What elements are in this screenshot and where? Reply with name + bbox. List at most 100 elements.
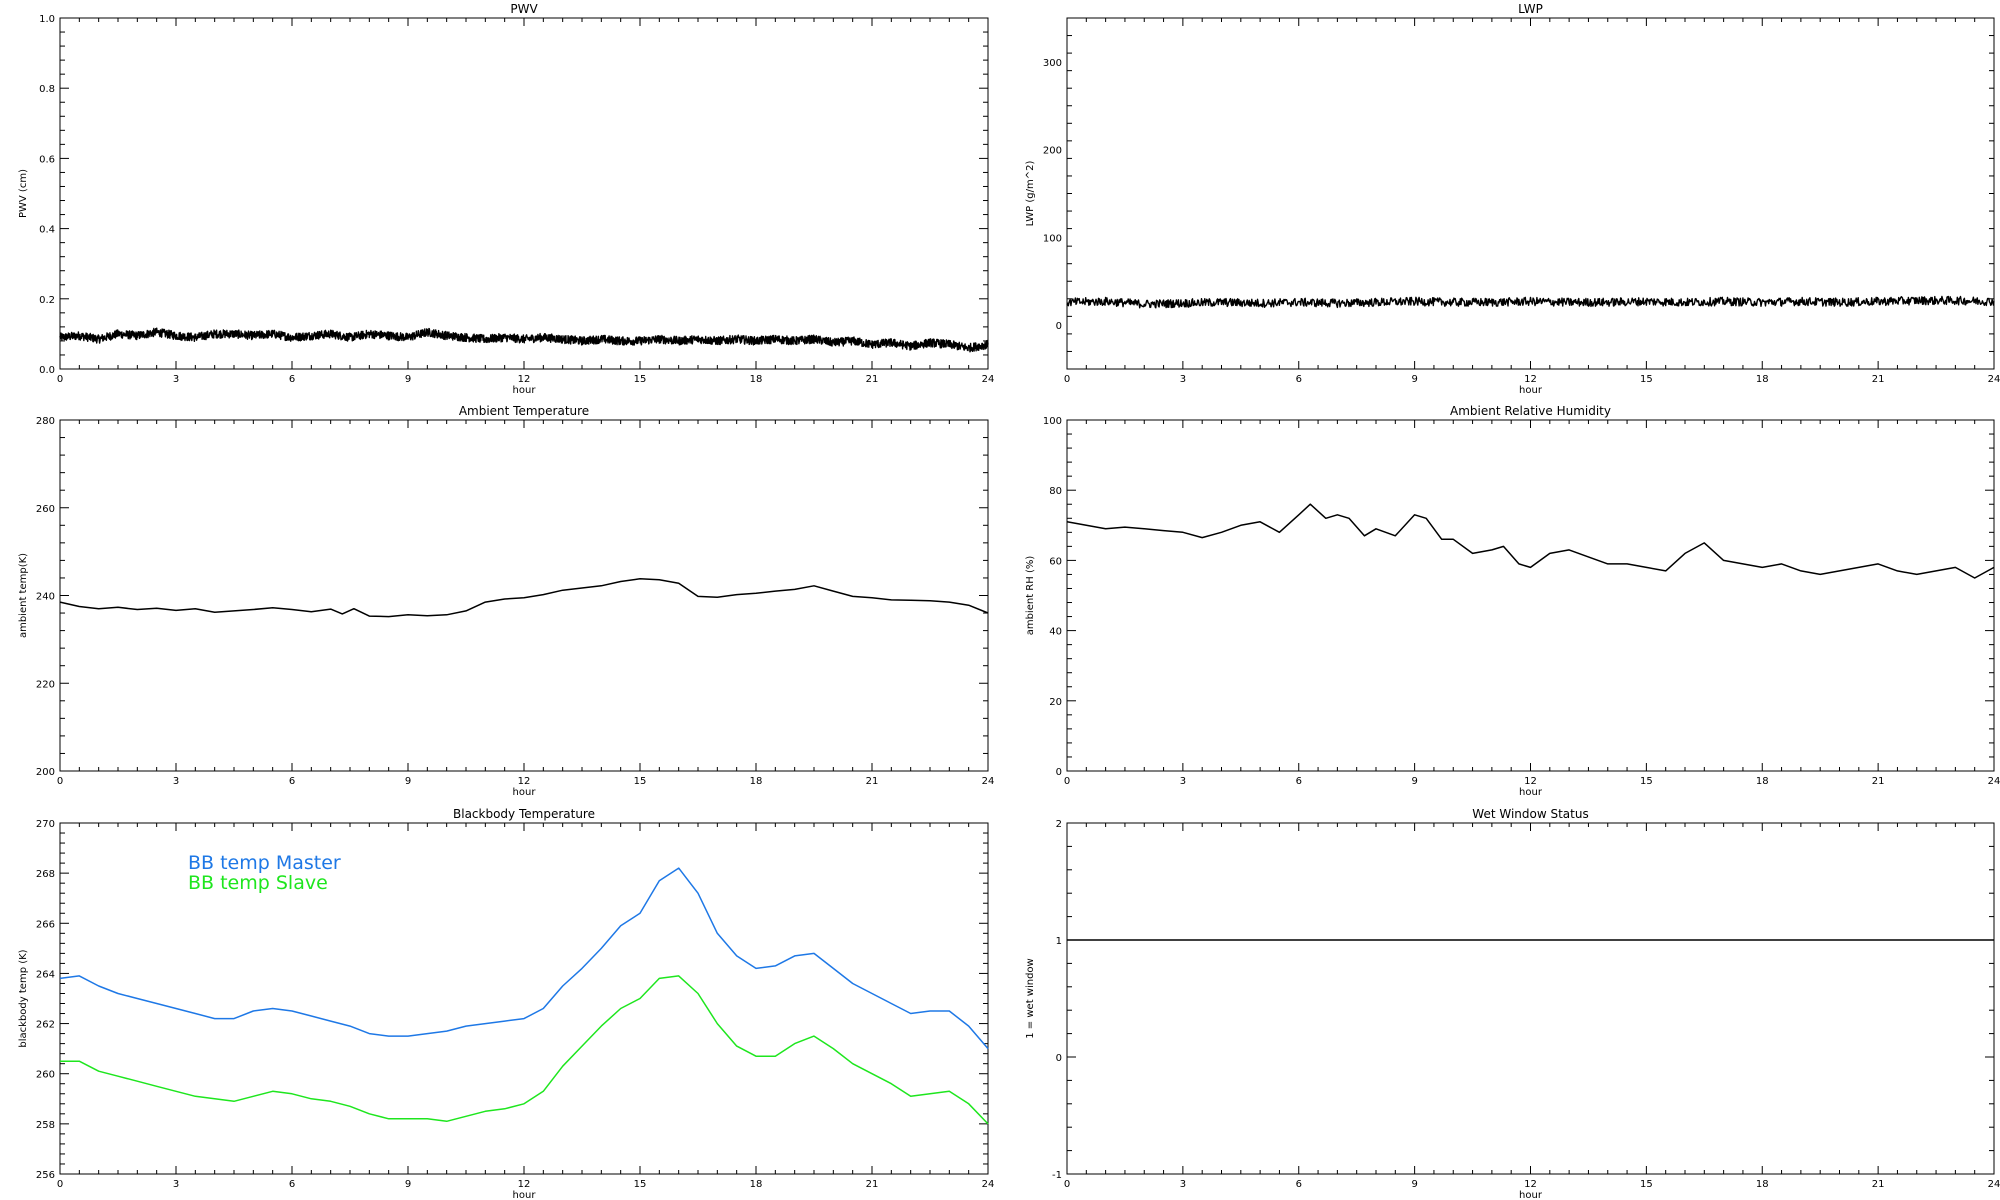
lwp-x-tick-label: 21 xyxy=(1872,374,1885,385)
ambient-temperature-x-tick-label: 6 xyxy=(289,776,295,787)
wet-window-status-x-tick-label: 18 xyxy=(1756,1179,1769,1190)
ambient-relative-humidity-y-tick-label: 100 xyxy=(1043,416,1062,427)
blackbody-temperature-x-tick-label: 15 xyxy=(634,1179,647,1190)
blackbody-temperature-x-axis-label: hour xyxy=(513,1190,537,1200)
ambient-relative-humidity-y-tick-label: 20 xyxy=(1049,697,1062,708)
wet-window-status-x-tick-label: 15 xyxy=(1640,1179,1653,1190)
pwv-x-tick-label: 15 xyxy=(634,374,647,385)
wet-window-status-x-tick-label: 6 xyxy=(1296,1179,1302,1190)
lwp-x-tick-label: 15 xyxy=(1640,374,1653,385)
ambient-temperature-panel: Ambient Temperature 0 3 6 9 12 15 18 21 24 hour 200… xyxy=(18,404,994,798)
blackbody-temperature-x-tick-label: 0 xyxy=(57,1179,63,1190)
lwp-x-tick-label: 0 xyxy=(1064,374,1070,385)
wet-window-status-x-tick-label: 12 xyxy=(1524,1179,1537,1190)
wet-window-status-title: Wet Window Status xyxy=(1472,807,1588,821)
ambient-temperature-y-tick-label: 260 xyxy=(36,504,55,515)
blackbody-temperature-bb-temp-master-line xyxy=(59,867,989,1050)
blackbody-temperature-y-tick-label: 262 xyxy=(36,1020,55,1031)
pwv-x-tick-label: 6 xyxy=(289,374,295,385)
blackbody-temperature-y-axis-label: blackbody temp (K) xyxy=(18,949,29,1047)
lwp-series-0-line xyxy=(1066,295,1995,309)
pwv-x-tick-label: 12 xyxy=(518,374,531,385)
lwp-y-tick-label: 200 xyxy=(1043,146,1062,157)
pwv-y-tick-label: 1.0 xyxy=(39,14,55,25)
lwp-y-tick-label: 100 xyxy=(1043,233,1062,244)
ambient-relative-humidity-x-tick-label: 18 xyxy=(1756,776,1769,787)
lwp-x-tick-label: 24 xyxy=(1988,374,2000,385)
pwv-y-tick-label: 0.0 xyxy=(39,365,55,376)
wet-window-status-x-tick-label: 24 xyxy=(1988,1179,2000,1190)
pwv-x-axis-label: hour xyxy=(513,385,537,396)
ambient-temperature-x-tick-label: 24 xyxy=(982,776,995,787)
ambient-temperature-x-tick-label: 21 xyxy=(866,776,879,787)
ambient-temperature-x-tick-label: 12 xyxy=(518,776,531,787)
lwp-plot-frame xyxy=(1066,17,1995,370)
wet-window-status-y-tick-label: 0 xyxy=(1056,1053,1062,1064)
lwp-title: LWP xyxy=(1518,2,1543,16)
blackbody-temperature-y-tick-label: 260 xyxy=(36,1070,55,1081)
blackbody-temperature-x-tick-label: 9 xyxy=(405,1179,411,1190)
wet-window-status-y-tick-label: -1 xyxy=(1052,1170,1062,1181)
pwv-x-tick-label: 24 xyxy=(982,374,995,385)
lwp-x-tick-label: 12 xyxy=(1524,374,1537,385)
ambient-temperature-x-tick-label: 18 xyxy=(750,776,763,787)
blackbody-temperature-bb-temp-slave-line xyxy=(60,975,989,1125)
ambient-temperature-x-tick-label: 15 xyxy=(634,776,647,787)
lwp-panel: LWP 0 3 6 9 12 15 18 21 24 hour 0 100 200 300 LWP (g/m^… xyxy=(1025,2,2000,396)
blackbody-temperature-x-tick-label: 12 xyxy=(518,1179,531,1190)
wet-window-status-x-axis-label: hour xyxy=(1519,1190,1543,1200)
wet-window-status-x-tick-label: 0 xyxy=(1064,1179,1070,1190)
ambient-temperature-x-tick-label: 9 xyxy=(405,776,411,787)
pwv-y-axis-label: PWV (cm) xyxy=(18,169,29,218)
blackbody-temperature-legend-bb-temp-master: BB temp Master xyxy=(188,852,341,874)
pwv-x-tick-label: 3 xyxy=(173,374,179,385)
blackbody-temperature-x-tick-label: 24 xyxy=(982,1179,995,1190)
wet-window-status-y-tick-label: 1 xyxy=(1056,936,1062,947)
ambient-temperature-y-tick-label: 240 xyxy=(36,592,55,603)
lwp-x-axis-label: hour xyxy=(1519,385,1543,396)
ambient-relative-humidity-x-tick-label: 15 xyxy=(1640,776,1653,787)
pwv-y-tick-label: 0.2 xyxy=(39,295,55,306)
pwv-x-tick-label: 0 xyxy=(57,374,63,385)
ambient-temperature-x-tick-label: 3 xyxy=(173,776,179,787)
ambient-temperature-y-tick-label: 280 xyxy=(36,416,55,427)
ambient-relative-humidity-x-tick-label: 21 xyxy=(1872,776,1885,787)
ambient-relative-humidity-x-tick-label: 6 xyxy=(1296,776,1302,787)
pwv-x-tick-label: 18 xyxy=(750,374,763,385)
wet-window-status-y-tick-label: 2 xyxy=(1056,819,1062,830)
blackbody-temperature-x-tick-label: 6 xyxy=(289,1179,295,1190)
wet-window-status-plot-frame xyxy=(1066,822,1995,1175)
ambient-relative-humidity-y-tick-label: 80 xyxy=(1049,486,1062,497)
ambient-temperature-x-axis-label: hour xyxy=(513,787,537,798)
ambient-temperature-y-tick-label: 200 xyxy=(36,767,55,778)
lwp-x-tick-label: 18 xyxy=(1756,374,1769,385)
ambient-relative-humidity-plot-frame xyxy=(1066,419,1995,772)
ambient-relative-humidity-x-tick-label: 12 xyxy=(1524,776,1537,787)
wet-window-status-x-tick-label: 21 xyxy=(1872,1179,1885,1190)
blackbody-temperature-title: Blackbody Temperature xyxy=(453,807,595,821)
lwp-y-tick-label: 300 xyxy=(1043,58,1062,69)
blackbody-temperature-y-tick-label: 270 xyxy=(36,819,55,830)
ambient-relative-humidity-x-tick-label: 9 xyxy=(1411,776,1417,787)
ambient-temperature-title: Ambient Temperature xyxy=(459,404,589,418)
pwv-x-tick-label: 9 xyxy=(405,374,411,385)
pwv-panel: PWV 0 3 6 9 12 15 18 21 24 hour 0.0 0.2 0.4 0.6 0.8 1.0 P… xyxy=(18,2,994,396)
lwp-x-tick-label: 3 xyxy=(1180,374,1186,385)
pwv-y-tick-label: 0.8 xyxy=(39,84,55,95)
blackbody-temperature-y-tick-label: 256 xyxy=(36,1170,55,1181)
blackbody-temperature-y-tick-label: 266 xyxy=(36,919,55,930)
lwp-x-tick-label: 9 xyxy=(1411,374,1417,385)
ambient-relative-humidity-x-axis-label: hour xyxy=(1519,787,1543,798)
blackbody-temperature-y-tick-label: 268 xyxy=(36,869,55,880)
ambient-relative-humidity-y-tick-label: 40 xyxy=(1049,627,1062,638)
pwv-x-tick-label: 21 xyxy=(866,374,879,385)
ambient-temperature-series-0-line xyxy=(59,578,989,618)
ambient-relative-humidity-panel: Ambient Relative Humidity 0 3 6 9 12 15 18 21 24 h… xyxy=(1025,404,2000,798)
pwv-series-0-line xyxy=(59,327,989,353)
wet-window-status-x-tick-label: 3 xyxy=(1180,1179,1186,1190)
ambient-relative-humidity-title: Ambient Relative Humidity xyxy=(1450,404,1611,418)
wet-window-status-y-axis-label: 1 = wet window xyxy=(1025,958,1036,1038)
lwp-y-tick-label: 0 xyxy=(1056,321,1062,332)
